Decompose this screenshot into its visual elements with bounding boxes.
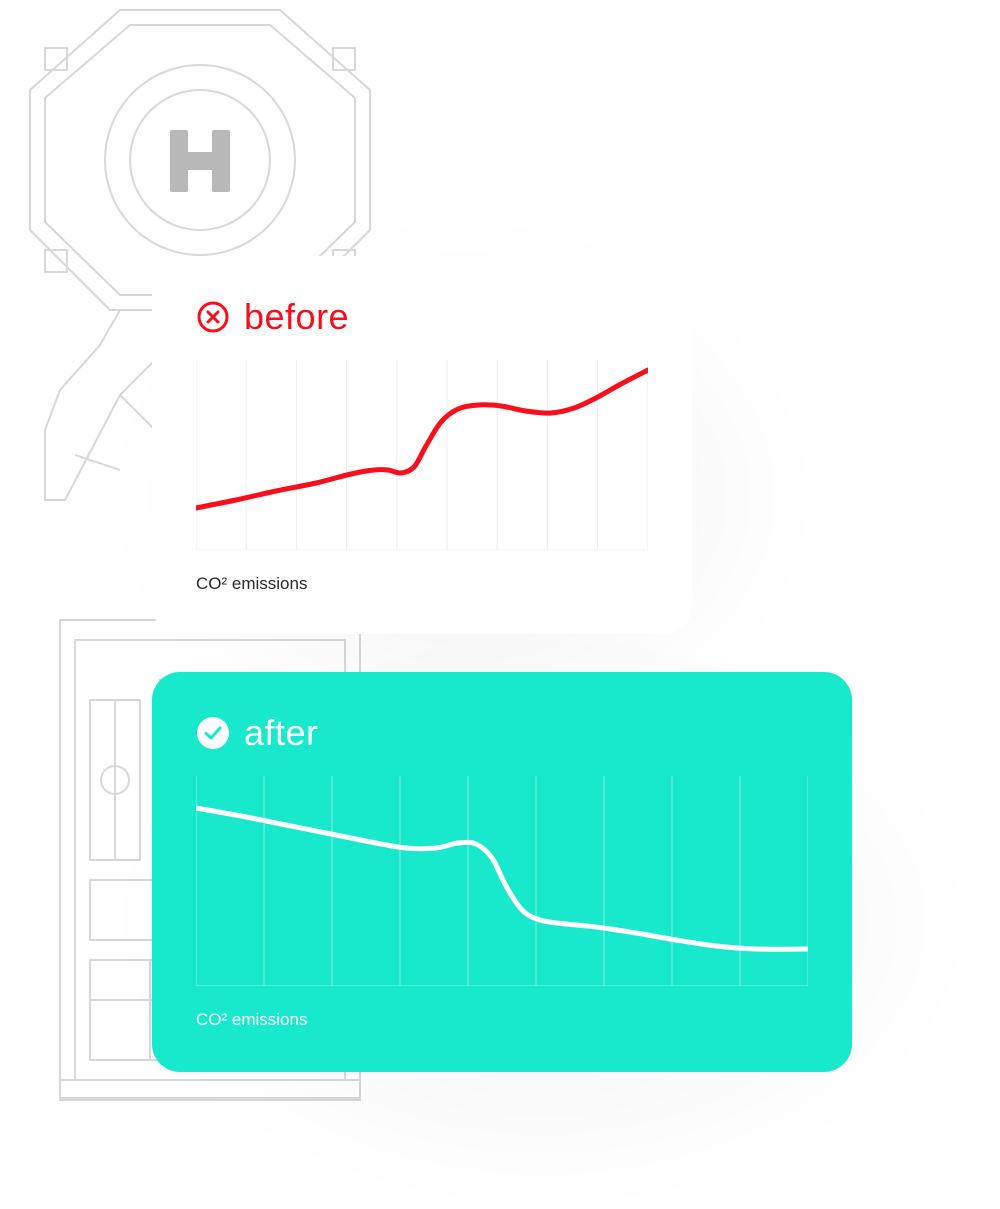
after-title: after — [244, 712, 319, 754]
after-chart — [196, 776, 808, 986]
before-title: before — [244, 296, 349, 338]
before-caption: CO² emissions — [196, 574, 648, 594]
before-chart — [196, 360, 648, 550]
after-caption: CO² emissions — [196, 1010, 808, 1030]
x-circle-icon — [196, 300, 230, 334]
check-circle-icon — [196, 716, 230, 750]
after-card: after CO² emissions — [152, 672, 852, 1072]
after-card-header: after — [196, 712, 808, 754]
before-card-header: before — [196, 296, 648, 338]
before-card: before CO² emissions — [152, 256, 692, 634]
